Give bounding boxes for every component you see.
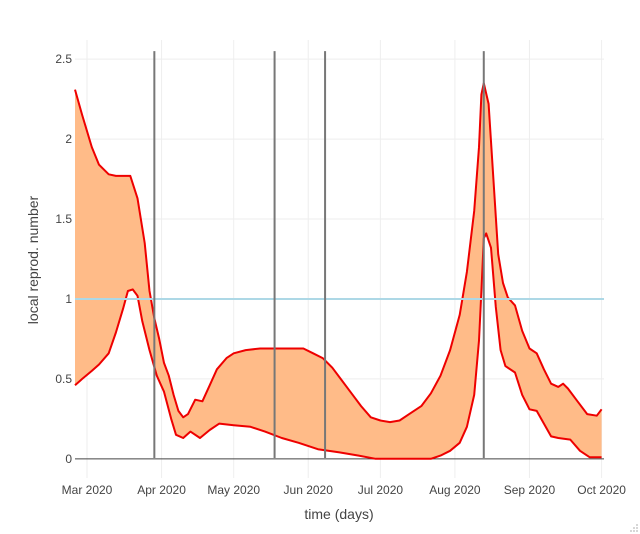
y-tick-label: 2.5 (55, 52, 72, 66)
x-axis-title: time (days) (304, 506, 373, 522)
y-tick-labels: 0 0.5 1 1.5 2 2.5 (55, 52, 72, 466)
y-tick-label: 0.5 (55, 372, 72, 386)
band-layer (74, 82, 603, 460)
x-tick-label: May 2020 (207, 483, 260, 497)
y-tick-label: 2 (65, 132, 72, 146)
y-axis-title: local reprod. number (25, 195, 41, 324)
x-tick-label: Sep 2020 (504, 483, 556, 497)
x-tick-labels: Mar 2020 Apr 2020 May 2020 Jun 2020 Jul 2020… (62, 483, 627, 497)
y-tick-label: 0 (65, 452, 72, 466)
x-tick-label: Jun 2020 (284, 483, 334, 497)
resize-handle[interactable] (629, 523, 639, 533)
x-tick-label: Mar 2020 (62, 483, 113, 497)
vertical-lines-layer (153, 51, 485, 458)
lower-bound-line (74, 232, 602, 460)
x-tick-label: Apr 2020 (137, 483, 186, 497)
x-tick-label: Aug 2020 (429, 483, 481, 497)
upper-bound-line (74, 82, 603, 424)
y-tick-label: 1 (65, 292, 72, 306)
x-tick-label: Oct 2020 (577, 483, 626, 497)
y-tick-label: 1.5 (55, 212, 72, 226)
confidence-band-fill (75, 83, 602, 459)
x-tick-label: Jul 2020 (358, 483, 404, 497)
